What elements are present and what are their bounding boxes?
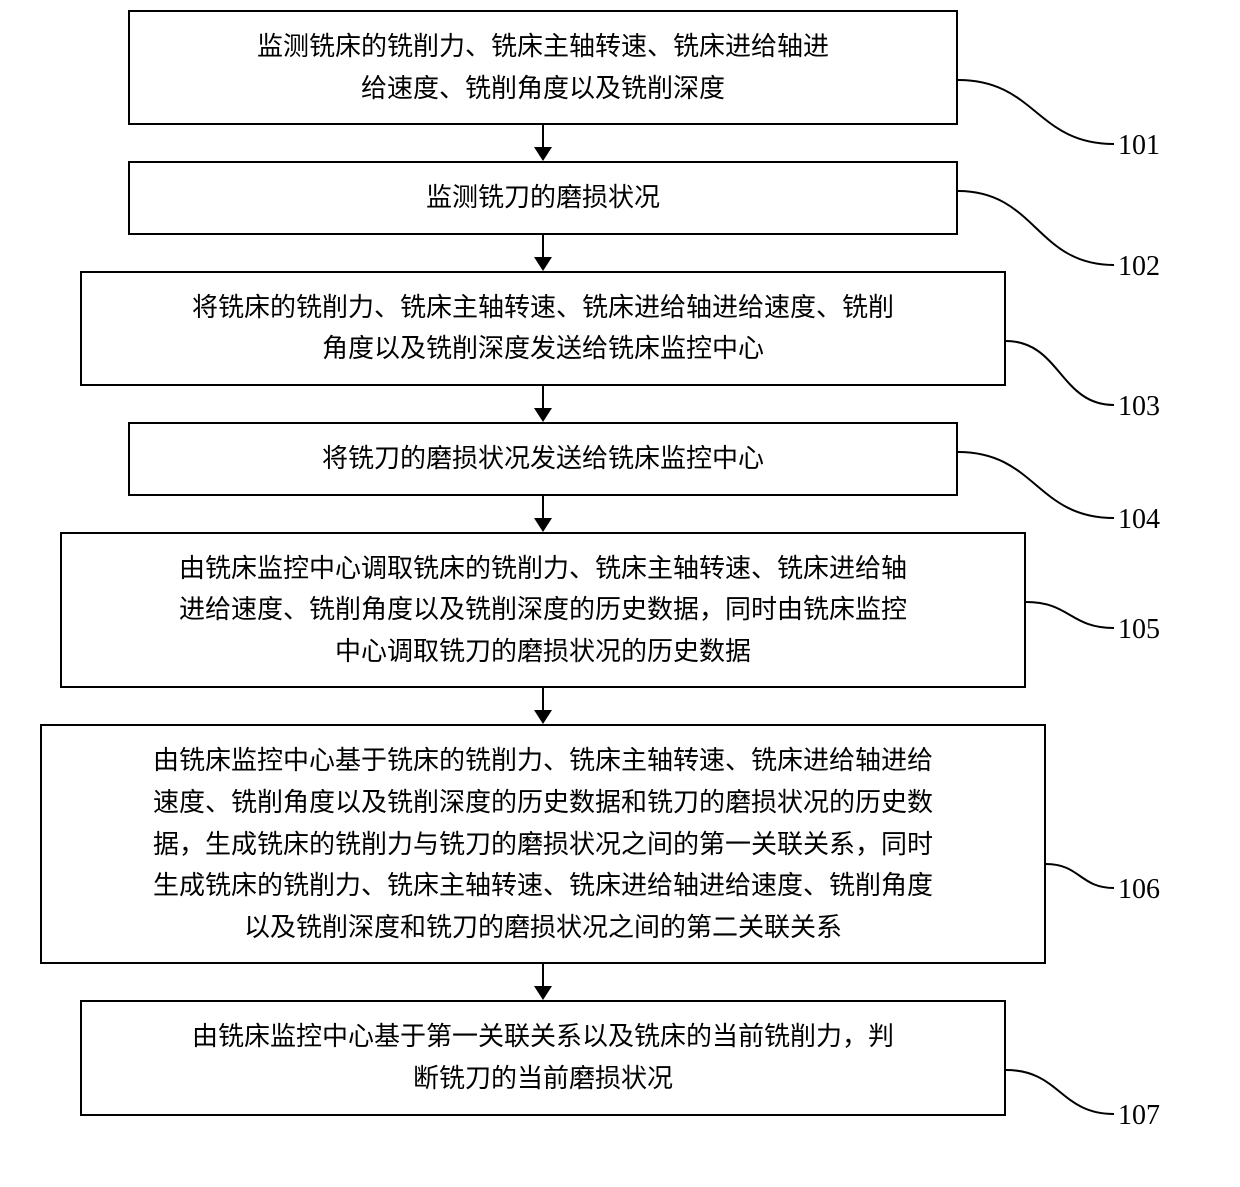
flowchart-step-row: 监测铣刀的磨损状况102 [0, 161, 1240, 235]
arrow-down [0, 964, 1240, 1000]
step-text-line: 断铣刀的当前磨损状况 [102, 1058, 984, 1100]
step-label-103: 103 [1118, 391, 1160, 423]
step-text-line: 速度、铣削角度以及铣削深度的历史数据和铣刀的磨损状况的历史数 [62, 782, 1024, 824]
step-label-106: 106 [1118, 874, 1160, 906]
flowchart-step-box-102: 监测铣刀的磨损状况 [128, 161, 958, 235]
step-text-line: 将铣床的铣削力、铣床主轴转速、铣床进给轴进给速度、铣削 [102, 287, 984, 329]
flowchart-step-row: 由铣床监控中心基于铣床的铣削力、铣床主轴转速、铣床进给轴进给速度、铣削角度以及铣… [0, 724, 1240, 964]
flowchart-step-row: 将铣床的铣削力、铣床主轴转速、铣床进给轴进给速度、铣削角度以及铣削深度发送给铣床… [0, 271, 1240, 386]
step-text-line: 给速度、铣削角度以及铣削深度 [150, 68, 936, 110]
label-connector-curve [958, 452, 1134, 538]
flowchart-step-row: 监测铣床的铣削力、铣床主轴转速、铣床进给轴进给速度、铣削角度以及铣削深度101 [0, 10, 1240, 125]
label-connector-curve [958, 80, 1134, 164]
step-text-line: 监测铣刀的磨损状况 [150, 177, 936, 219]
flowchart-step-row: 由铣床监控中心基于第一关联关系以及铣床的当前铣削力，判断铣刀的当前磨损状况107 [0, 1000, 1240, 1115]
step-label-107: 107 [1118, 1100, 1160, 1132]
arrow-down [0, 688, 1240, 724]
label-connector-curve [1006, 1070, 1134, 1134]
label-connector-curve [1006, 341, 1134, 425]
step-label-105: 105 [1118, 614, 1160, 646]
step-text-line: 生成铣床的铣削力、铣床主轴转速、铣床进给轴进给速度、铣削角度 [62, 865, 1024, 907]
flowchart-step-box-101: 监测铣床的铣削力、铣床主轴转速、铣床进给轴进给速度、铣削角度以及铣削深度 [128, 10, 958, 125]
step-text-line: 由铣床监控中心基于第一关联关系以及铣床的当前铣削力，判 [102, 1016, 984, 1058]
flowchart-step-box-103: 将铣床的铣削力、铣床主轴转速、铣床进给轴进给速度、铣削角度以及铣削深度发送给铣床… [80, 271, 1006, 386]
flowchart-step-row: 将铣刀的磨损状况发送给铣床监控中心104 [0, 422, 1240, 496]
step-text-line: 将铣刀的磨损状况发送给铣床监控中心 [150, 438, 936, 480]
arrow-wrapper [0, 964, 1240, 1000]
step-text-line: 以及铣削深度和铣刀的磨损状况之间的第二关联关系 [62, 907, 1024, 949]
flowchart-step-box-105: 由铣床监控中心调取铣床的铣削力、铣床主轴转速、铣床进给轴进给速度、铣削角度以及铣… [60, 532, 1026, 689]
flowchart-step-box-107: 由铣床监控中心基于第一关联关系以及铣床的当前铣削力，判断铣刀的当前磨损状况 [80, 1000, 1006, 1115]
step-text-line: 角度以及铣削深度发送给铣床监控中心 [102, 328, 984, 370]
step-text-line: 据，生成铣床的铣削力与铣刀的磨损状况之间的第一关联关系，同时 [62, 824, 1024, 866]
flowchart-container: 监测铣床的铣削力、铣床主轴转速、铣床进给轴进给速度、铣削角度以及铣削深度101监… [0, 10, 1240, 1116]
flowchart-step-box-106: 由铣床监控中心基于铣床的铣削力、铣床主轴转速、铣床进给轴进给速度、铣削角度以及铣… [40, 724, 1046, 964]
flowchart-step-box-104: 将铣刀的磨损状况发送给铣床监控中心 [128, 422, 958, 496]
step-label-101: 101 [1118, 130, 1160, 162]
flowchart-step-row: 由铣床监控中心调取铣床的铣削力、铣床主轴转速、铣床进给轴进给速度、铣削角度以及铣… [0, 532, 1240, 689]
step-text-line: 由铣床监控中心基于铣床的铣削力、铣床主轴转速、铣床进给轴进给 [62, 740, 1024, 782]
step-text-line: 进给速度、铣削角度以及铣削深度的历史数据，同时由铣床监控 [82, 589, 1004, 631]
step-text-line: 监测铣床的铣削力、铣床主轴转速、铣床进给轴进 [150, 26, 936, 68]
step-text-line: 由铣床监控中心调取铣床的铣削力、铣床主轴转速、铣床进给轴 [82, 548, 1004, 590]
arrow-wrapper [0, 688, 1240, 724]
step-text-line: 中心调取铣刀的磨损状况的历史数据 [82, 631, 1004, 673]
